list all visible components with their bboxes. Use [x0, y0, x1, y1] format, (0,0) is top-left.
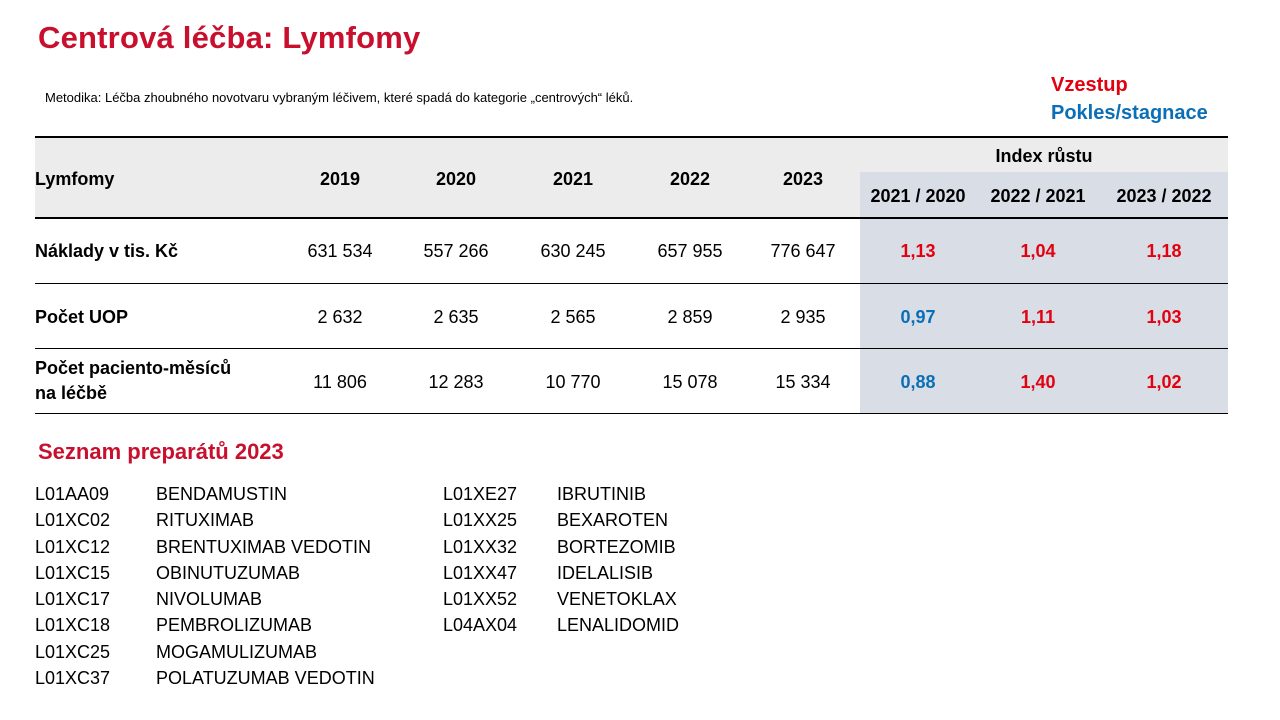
drug-name: LENALIDOMID [557, 615, 680, 636]
row-label-uop: Počet UOP [35, 307, 129, 327]
drug-name: BEXAROTEN [557, 510, 669, 531]
drug-code: L01XX47 [443, 562, 518, 583]
drug-name: PEMBROLIZUMAB [156, 615, 313, 636]
drug-list-col2: L01XE27 IBRUTINIB L01XX25 BEXAROTEN L01XX3… [443, 481, 679, 639]
table-cell: 2 565 [550, 307, 596, 327]
index-cell-increase: 1,40 [1020, 372, 1056, 392]
index-cell-increase: 1,11 [1020, 307, 1056, 327]
index-col-header: 2021 / 2020 [870, 186, 966, 206]
year-header: 2023 [782, 169, 824, 189]
index-header-bg [860, 172, 1228, 218]
index-cell-increase: 1,18 [1146, 241, 1182, 261]
drug-name: MOGAMULIZUMAB [156, 641, 318, 662]
table-cell: 776 647 [770, 241, 836, 261]
list-item: L01XE27 IBRUTINIB [443, 481, 679, 507]
table-cell: 15 334 [775, 372, 831, 392]
table-cell: 557 266 [423, 241, 489, 261]
row-label-patient-months: Počet paciento-měsíců na léčbě [35, 356, 231, 406]
legend: Vzestup Pokles/stagnace [1051, 71, 1208, 127]
list-item: L01XX47 IDELALISIB [443, 560, 679, 586]
drug-code: L01XC17 [35, 589, 111, 610]
table-cell: 2 632 [317, 307, 363, 327]
table-top-rule [35, 136, 1228, 138]
table-cell: 12 283 [428, 372, 484, 392]
list-item: L04AX04 LENALIDOMID [443, 612, 679, 638]
header-bottom-rule [35, 217, 1228, 219]
drug-code: L01XC37 [35, 668, 111, 689]
row-label-costs: Náklady v tis. Kč [35, 241, 179, 261]
list-item: L01XC17 NIVOLUMAB [35, 586, 375, 612]
drug-code: L01XC18 [35, 615, 111, 636]
index-col-header: 2022 / 2021 [990, 186, 1086, 206]
table-cell: 631 534 [307, 241, 373, 261]
drug-code: L01XC25 [35, 641, 111, 662]
table-cell: 10 770 [545, 372, 601, 392]
drug-code: L01XX52 [443, 589, 518, 610]
drug-code: L01XC02 [35, 510, 111, 531]
list-item: L01XX52 VENETOKLAX [443, 586, 679, 612]
index-cell-decrease: 0,88 [900, 372, 936, 392]
list-item: L01XC25 MOGAMULIZUMAB [35, 639, 375, 665]
drug-name: NIVOLUMAB [156, 589, 263, 610]
table-cell: 2 935 [780, 307, 826, 327]
row-header-label: Lymfomy [35, 169, 115, 189]
table-cell: 11 806 [313, 372, 367, 392]
drug-name: BRENTUXIMAB VEDOTIN [156, 536, 372, 557]
table-cell: 630 245 [540, 241, 606, 261]
index-cell-decrease: 0,97 [900, 307, 936, 327]
table-cell: 2 859 [667, 307, 713, 327]
table-cell: 15 078 [662, 372, 718, 392]
row-divider [35, 348, 1228, 349]
index-cell-increase: 1,13 [900, 241, 936, 261]
table-cell: 657 955 [657, 241, 723, 261]
list-item: L01XC15 OBINUTUZUMAB [35, 560, 375, 586]
drug-name: IBRUTINIB [557, 484, 647, 504]
year-header: 2022 [669, 169, 711, 189]
drug-name: RITUXIMAB [156, 510, 255, 531]
drug-name: VENETOKLAX [557, 589, 677, 610]
index-cell-increase: 1,02 [1146, 372, 1182, 392]
index-column-shade [860, 218, 1228, 414]
drug-name: IDELALISIB [557, 562, 654, 583]
drug-name: POLATUZUMAB VEDOTIN [156, 668, 375, 689]
table-bottom-rule [35, 413, 1228, 414]
list-item: L01XX32 BORTEZOMIB [443, 534, 679, 560]
drug-name: BENDAMUSTIN [156, 484, 288, 504]
list-item: L01XC02 RITUXIMAB [35, 507, 375, 533]
row-label-line: Počet paciento-měsíců [35, 358, 232, 378]
drug-code: L01AA09 [35, 484, 110, 504]
list-item: L01XC18 PEMBROLIZUMAB [35, 612, 375, 638]
legend-decrease: Pokles/stagnace [1051, 102, 1208, 124]
year-header: 2021 [552, 169, 594, 189]
row-label-line: na léčbě [35, 383, 108, 403]
drug-code: L01XX32 [443, 536, 518, 557]
list-item: L01XC37 POLATUZUMAB VEDOTIN [35, 665, 375, 691]
page-title: Centrová léčba: Lymfomy [38, 20, 421, 55]
methodology-note: Metodika: Léčba zhoubného novotvaru vybr… [45, 90, 634, 105]
drug-code: L01XC15 [35, 562, 111, 583]
row-divider [35, 283, 1228, 284]
list-item: L01XX25 BEXAROTEN [443, 507, 679, 533]
legend-increase: Vzestup [1051, 74, 1128, 96]
list-item: L01AA09 BENDAMUSTIN [35, 481, 375, 507]
drug-code: L01XX25 [443, 510, 518, 531]
drug-list-col1: L01AA09 BENDAMUSTIN L01XC02 RITUXIMAB L01X… [35, 481, 375, 691]
drug-code: L01XE27 [443, 484, 518, 504]
index-cell-increase: 1,03 [1146, 307, 1182, 327]
year-header: 2019 [319, 169, 361, 189]
drug-name: BORTEZOMIB [557, 536, 676, 557]
list-item: L01XC12 BRENTUXIMAB VEDOTIN [35, 534, 375, 560]
drug-list-title: Seznam preparátů 2023 [38, 439, 284, 464]
index-cell-increase: 1,04 [1020, 241, 1056, 261]
index-col-header: 2023 / 2022 [1116, 186, 1212, 206]
drug-name: OBINUTUZUMAB [156, 562, 300, 583]
drug-code: L01XC12 [35, 536, 111, 557]
year-header: 2020 [435, 169, 477, 189]
table-cell: 2 635 [433, 307, 479, 327]
drug-code: L04AX04 [443, 615, 518, 636]
index-header: Index růstu [995, 146, 1093, 166]
